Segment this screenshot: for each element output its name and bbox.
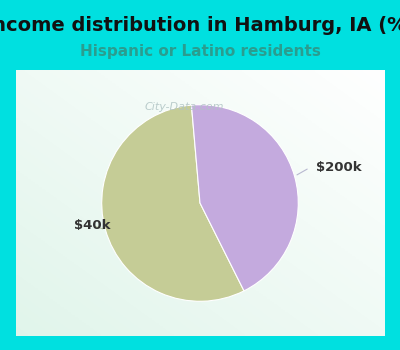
Wedge shape bbox=[102, 105, 244, 301]
Text: $40k: $40k bbox=[74, 219, 110, 232]
Text: Income distribution in Hamburg, IA (%): Income distribution in Hamburg, IA (%) bbox=[0, 16, 400, 35]
Text: Hispanic or Latino residents: Hispanic or Latino residents bbox=[80, 44, 320, 59]
Wedge shape bbox=[192, 105, 298, 291]
Text: $200k: $200k bbox=[316, 161, 362, 174]
Text: City-Data.com: City-Data.com bbox=[144, 102, 224, 112]
